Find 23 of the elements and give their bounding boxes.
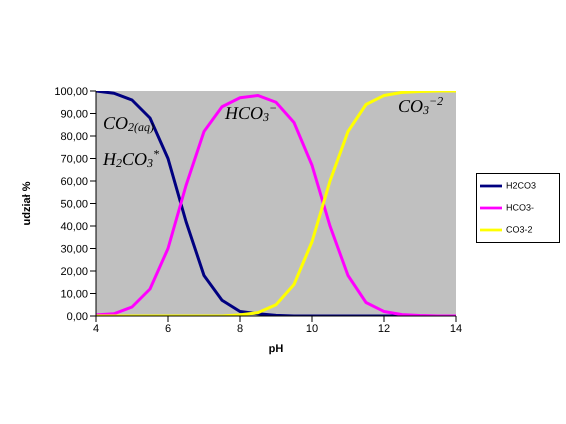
y-tick-label: 90,00 — [60, 108, 88, 120]
y-tick-label: 30,00 — [60, 243, 88, 256]
y-tick-label: 20,00 — [60, 266, 88, 278]
y-tick-label: 70,00 — [60, 153, 88, 166]
annotation: CO$_{2(aq)}$ — [103, 113, 154, 134]
x-tick-label: 4 — [92, 322, 100, 335]
x-tick-label: 8 — [236, 322, 244, 335]
x-tick-label: 14 — [450, 322, 462, 335]
y-tick-label: 50,00 — [60, 198, 88, 210]
y-tick-label: 40,00 — [60, 220, 88, 233]
y-axis-title: udział % — [20, 181, 33, 226]
x-tick-label: 10 — [306, 322, 318, 335]
legend-label: CO3-2 — [506, 224, 533, 234]
x-tick-label: 12 — [378, 322, 390, 335]
y-tick-label: 100,00 — [54, 86, 88, 98]
legend-label: H2CO3 — [506, 180, 536, 190]
legend-label: HCO3- — [506, 202, 534, 212]
y-tick-label: 60,00 — [60, 176, 88, 188]
y-tick-label: 0,00 — [66, 310, 88, 323]
y-tick-label: 10,00 — [60, 288, 88, 300]
x-tick-label: 6 — [164, 322, 172, 335]
x-axis-title: pH — [268, 343, 284, 355]
y-tick-label: 80,00 — [60, 130, 88, 143]
